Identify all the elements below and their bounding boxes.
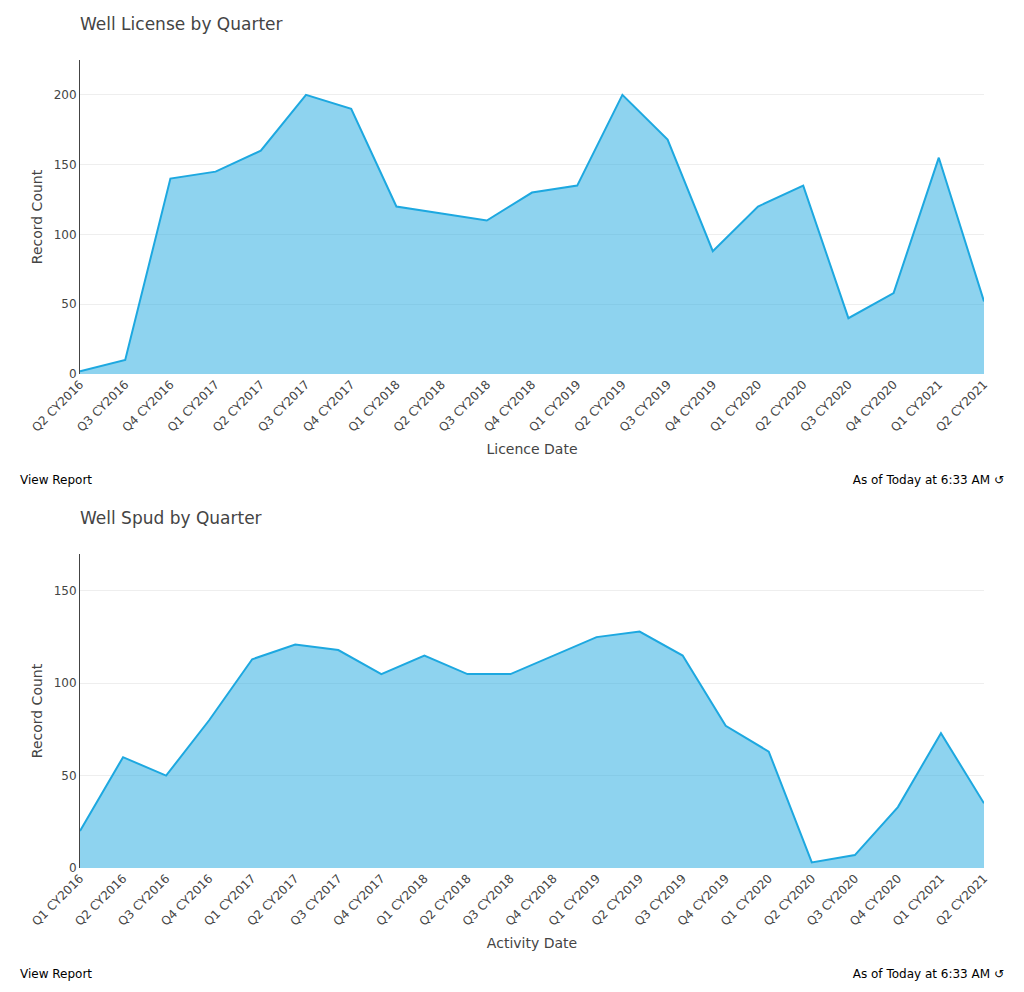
svg-text:Q1 CY2019: Q1 CY2019 bbox=[546, 871, 603, 928]
svg-text:50: 50 bbox=[61, 297, 76, 311]
svg-text:Q1 CY2018: Q1 CY2018 bbox=[346, 377, 403, 434]
svg-text:Q4 CY2016: Q4 CY2016 bbox=[120, 377, 177, 434]
svg-text:Q4 CY2017: Q4 CY2017 bbox=[330, 871, 387, 928]
svg-text:Q3 CY2019: Q3 CY2019 bbox=[632, 871, 689, 928]
html-text:View Report: View Report bbox=[20, 473, 93, 487]
svg-text:Q3 CY2018: Q3 CY2018 bbox=[436, 377, 493, 434]
svg-text:Q2 CY2020: Q2 CY2020 bbox=[752, 377, 809, 434]
svg-text:150: 150 bbox=[54, 158, 77, 172]
svg-text:100: 100 bbox=[54, 228, 77, 242]
html-text:As of Today at 6:33 AM ↺: As of Today at 6:33 AM ↺ bbox=[852, 473, 1004, 487]
svg-text:Q4 CY2018: Q4 CY2018 bbox=[503, 871, 560, 928]
svg-text:Q1 CY2018: Q1 CY2018 bbox=[374, 871, 431, 928]
svg-text:Q4 CY2019: Q4 CY2019 bbox=[662, 377, 719, 434]
svg-text:Q2 CY2016: Q2 CY2016 bbox=[29, 377, 86, 434]
svg-text:50: 50 bbox=[61, 769, 76, 783]
svg-text:Q4 CY2016: Q4 CY2016 bbox=[158, 871, 215, 928]
svg-text:100: 100 bbox=[54, 676, 77, 690]
svg-text:Q1 CY2020: Q1 CY2020 bbox=[718, 871, 775, 928]
svg-text:Q4 CY2018: Q4 CY2018 bbox=[481, 377, 538, 434]
svg-text:Q2 CY2019: Q2 CY2019 bbox=[589, 871, 646, 928]
svg-text:Q1 CY2019: Q1 CY2019 bbox=[526, 377, 583, 434]
svg-text:Q3 CY2016: Q3 CY2016 bbox=[74, 377, 131, 434]
svg-text:Q4 CY2020: Q4 CY2020 bbox=[847, 871, 904, 928]
svg-text:0: 0 bbox=[69, 367, 77, 381]
svg-text:Q2 CY2018: Q2 CY2018 bbox=[417, 871, 474, 928]
svg-text:Q4 CY2019: Q4 CY2019 bbox=[675, 871, 732, 928]
svg-text:Q2 CY2021: Q2 CY2021 bbox=[933, 377, 990, 434]
svg-text:Q3 CY2017: Q3 CY2017 bbox=[287, 871, 344, 928]
svg-text:Q2 CY2020: Q2 CY2020 bbox=[761, 871, 818, 928]
svg-text:Q1 CY2021: Q1 CY2021 bbox=[890, 871, 947, 928]
html-text:As of Today at 6:33 AM ↺: As of Today at 6:33 AM ↺ bbox=[852, 967, 1004, 981]
svg-text:Q1 CY2016: Q1 CY2016 bbox=[29, 871, 86, 928]
svg-text:Q3 CY2020: Q3 CY2020 bbox=[798, 377, 855, 434]
svg-text:150: 150 bbox=[54, 584, 77, 598]
svg-text:Q2 CY2018: Q2 CY2018 bbox=[391, 377, 448, 434]
svg-text:Well Spud by Quarter: Well Spud by Quarter bbox=[80, 508, 262, 528]
svg-text:Q2 CY2017: Q2 CY2017 bbox=[244, 871, 301, 928]
svg-text:Q1 CY2021: Q1 CY2021 bbox=[888, 377, 945, 434]
svg-text:Q3 CY2016: Q3 CY2016 bbox=[115, 871, 172, 928]
svg-text:Q4 CY2020: Q4 CY2020 bbox=[843, 377, 900, 434]
svg-text:Q2 CY2016: Q2 CY2016 bbox=[72, 871, 129, 928]
svg-text:Record Count: Record Count bbox=[29, 663, 45, 758]
svg-text:Q3 CY2020: Q3 CY2020 bbox=[804, 871, 861, 928]
svg-text:0: 0 bbox=[69, 861, 77, 875]
svg-text:Q4 CY2017: Q4 CY2017 bbox=[300, 377, 357, 434]
svg-text:Q3 CY2018: Q3 CY2018 bbox=[460, 871, 517, 928]
svg-text:Well License by Quarter: Well License by Quarter bbox=[80, 14, 283, 34]
html-text:View Report: View Report bbox=[20, 967, 93, 981]
svg-text:Record Count: Record Count bbox=[29, 169, 45, 264]
svg-text:Q2 CY2019: Q2 CY2019 bbox=[572, 377, 629, 434]
svg-text:200: 200 bbox=[54, 88, 77, 102]
svg-text:Q2 CY2017: Q2 CY2017 bbox=[210, 377, 267, 434]
svg-text:Q1 CY2017: Q1 CY2017 bbox=[201, 871, 258, 928]
svg-text:Activity Date: Activity Date bbox=[487, 935, 577, 951]
svg-text:Q3 CY2019: Q3 CY2019 bbox=[617, 377, 674, 434]
svg-text:Licence Date: Licence Date bbox=[486, 441, 577, 457]
svg-text:Q1 CY2020: Q1 CY2020 bbox=[707, 377, 764, 434]
svg-text:Q3 CY2017: Q3 CY2017 bbox=[255, 377, 312, 434]
svg-text:Q2 CY2021: Q2 CY2021 bbox=[933, 871, 990, 928]
svg-text:Q1 CY2017: Q1 CY2017 bbox=[165, 377, 222, 434]
